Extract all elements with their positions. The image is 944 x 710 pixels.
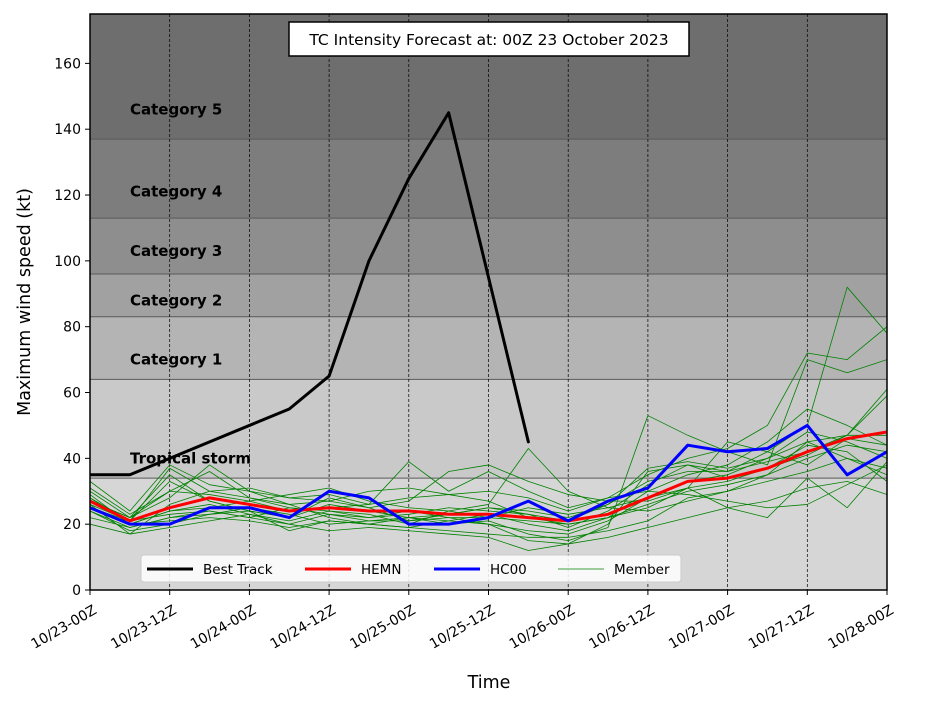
category-labels: Tropical storm Category 1 Category 2 Catego… — [130, 100, 251, 467]
legend-label-best-track: Best Track — [203, 562, 273, 578]
y-axis-label: Maximum wind speed (kt) — [15, 188, 35, 416]
chart-title: TC Intensity Forecast at: 00Z 23 October… — [308, 31, 668, 49]
y-tick-label: 60 — [63, 386, 81, 402]
member-line — [90, 464, 887, 525]
x-tick-label: 10/26-00Z — [507, 602, 578, 652]
category-label-category-4: Category 4 — [130, 183, 222, 201]
forecast-series-lines — [90, 111, 887, 526]
series-line-hc00 — [90, 423, 887, 526]
legend-box — [140, 554, 682, 583]
band-category-2 — [90, 316, 887, 380]
x-tick-label: 10/28-00Z — [826, 602, 897, 652]
category-label-category-3: Category 3 — [130, 242, 222, 260]
y-tick-label: 20 — [63, 517, 81, 533]
member-line — [90, 448, 887, 515]
category-label-category-2: Category 2 — [130, 291, 222, 309]
x-tick-label: 10/23-12Z — [108, 602, 179, 652]
y-tick-label: 120 — [54, 188, 81, 204]
x-tick-label: 10/25-12Z — [427, 602, 498, 652]
x-tick-label: 10/27-12Z — [746, 602, 817, 652]
x-tick-label: 10/23-00Z — [29, 602, 100, 652]
chart-legend: Best Track HEMN HC00 Member — [140, 554, 682, 583]
y-tick-label: 140 — [54, 122, 81, 138]
x-tick-label: 10/24-00Z — [188, 602, 259, 652]
legend-label-hc00: HC00 — [490, 562, 527, 578]
x-axis-label: Time — [467, 673, 511, 693]
category-label-tropical-storm: Tropical storm — [130, 449, 251, 467]
legend-label-hemn: HEMN — [361, 562, 401, 578]
vertical-grid-lines — [169, 14, 808, 590]
x-tick-label: 10/27-00Z — [666, 602, 737, 652]
legend-label-member: Member — [614, 562, 670, 578]
y-tick-label: 0 — [72, 583, 81, 599]
x-tick-label: 10/26-12Z — [586, 602, 657, 652]
y-tick-label: 40 — [63, 451, 81, 467]
member-line — [90, 326, 887, 512]
member-line — [90, 480, 887, 551]
x-tick-label: 10/25-00Z — [347, 602, 418, 652]
y-tick-label: 160 — [54, 56, 81, 72]
category-label-category-5: Category 5 — [130, 100, 222, 118]
y-tick-label: 80 — [63, 320, 81, 336]
series-line-best-track — [90, 111, 530, 477]
x-axis: 10/23-00Z 10/23-12Z 10/24-00Z 10/24-12Z 10/2… — [29, 590, 897, 653]
x-tick-label: 10/24-12Z — [268, 602, 339, 652]
category-label-category-1: Category 1 — [130, 351, 222, 369]
y-tick-label: 100 — [54, 254, 81, 270]
series-line-hemn — [90, 430, 887, 523]
member-line — [90, 395, 887, 525]
member-line — [90, 359, 887, 542]
chart-title-box: TC Intensity Forecast at: 00Z 23 October… — [288, 21, 690, 57]
y-axis: 0 20 40 60 80 100 120 140 160 — [54, 56, 90, 599]
